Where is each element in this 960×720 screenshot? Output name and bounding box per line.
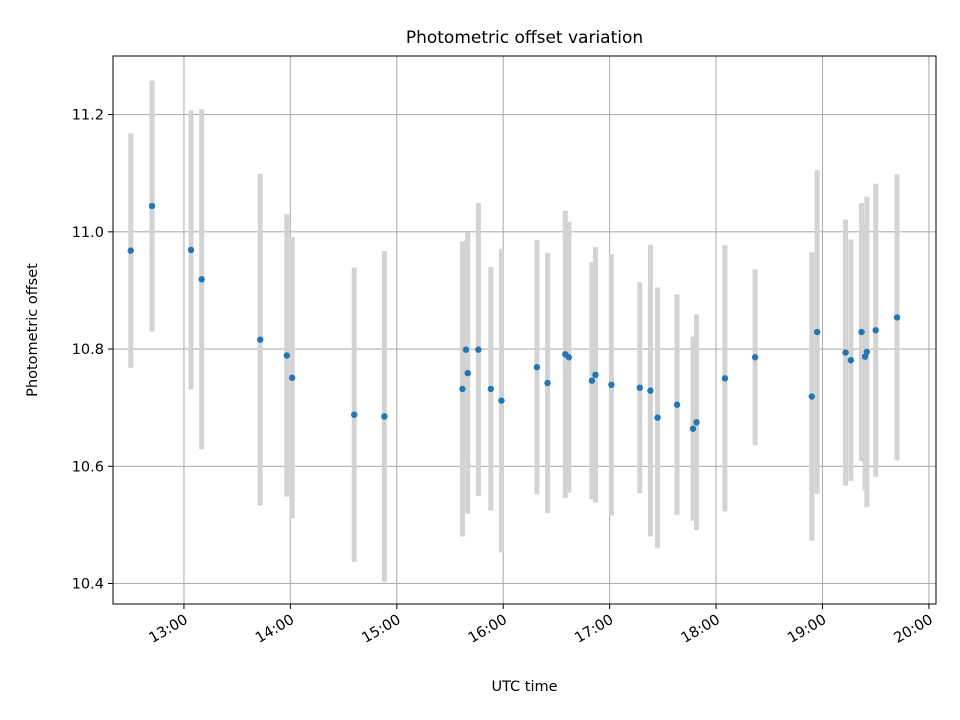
data-point: [148, 202, 156, 210]
plot-frame: [112, 55, 937, 605]
data-point: [608, 381, 615, 388]
data-points: [127, 202, 901, 432]
data-point: [588, 377, 596, 384]
data-point: [283, 352, 291, 359]
data-point: [654, 414, 661, 421]
y-axis-label: Photometric offset: [25, 263, 41, 397]
y-tick-label: 11.2: [72, 108, 104, 124]
data-point: [257, 336, 264, 343]
data-point: [351, 411, 358, 418]
data-point: [187, 246, 195, 254]
data-point: [565, 354, 573, 361]
data-point: [858, 328, 865, 336]
y-tick-label: 10.4: [72, 576, 104, 592]
data-point: [893, 314, 901, 321]
data-point: [533, 364, 541, 371]
data-point: [647, 387, 654, 394]
data-point: [198, 276, 205, 283]
data-point: [127, 247, 134, 254]
data-point: [721, 375, 729, 382]
data-point: [544, 379, 551, 387]
data-point: [381, 413, 388, 420]
data-point: [462, 346, 470, 353]
x-axis-label: UTC time: [491, 679, 557, 695]
data-point: [673, 401, 681, 408]
data-point: [459, 385, 466, 393]
y-tick-label: 10.8: [72, 342, 104, 358]
data-point: [842, 349, 849, 356]
data-point: [863, 348, 871, 356]
data-point: [475, 346, 482, 353]
data-point: [498, 397, 505, 404]
data-point: [872, 327, 879, 334]
data-point: [751, 354, 759, 361]
data-point: [487, 385, 494, 393]
data-point: [288, 374, 296, 381]
y-tick-label: 11.0: [72, 225, 104, 241]
chart-title: Photometric offset variation: [406, 28, 643, 48]
data-point: [464, 369, 471, 377]
data-point: [689, 425, 697, 432]
data-point: [813, 328, 821, 336]
y-axis: 10.4 10.6 10.8 11.0 11.2: [72, 108, 113, 592]
data-point: [636, 384, 643, 391]
data-point: [693, 419, 700, 426]
data-point: [847, 356, 855, 364]
y-tick-label: 10.6: [72, 459, 104, 475]
data-point: [808, 393, 816, 400]
data-point: [592, 371, 599, 379]
